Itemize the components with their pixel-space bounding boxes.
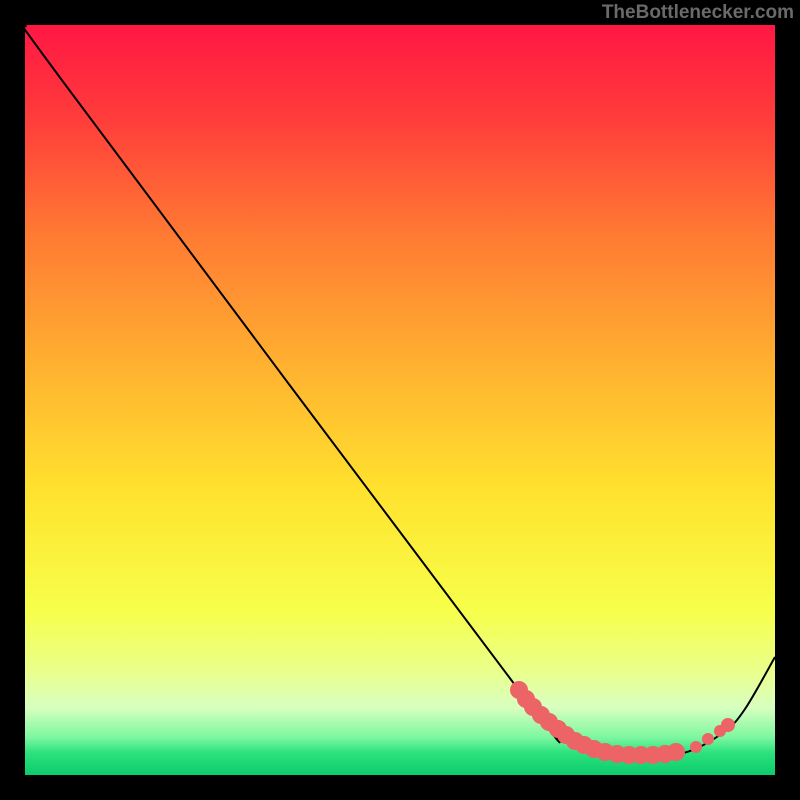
marker-dot bbox=[667, 743, 685, 761]
chart-background bbox=[25, 25, 775, 775]
marker-dot bbox=[690, 741, 702, 753]
marker-dot bbox=[702, 733, 714, 745]
chart-svg bbox=[25, 25, 775, 775]
marker-dot bbox=[721, 718, 735, 732]
plot-area bbox=[25, 25, 775, 775]
watermark-text: TheBottlenecker.com bbox=[602, 2, 794, 24]
